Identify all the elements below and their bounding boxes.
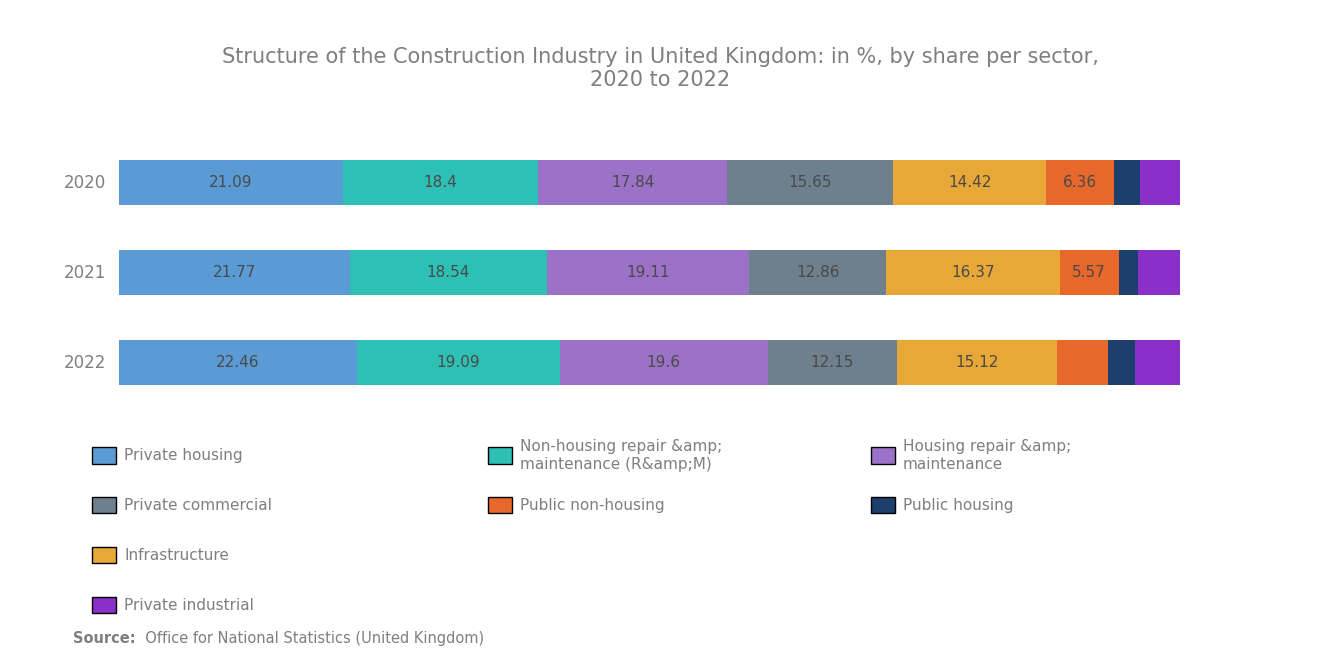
Text: 18.54: 18.54 — [426, 265, 470, 280]
Text: Private industrial: Private industrial — [124, 598, 253, 612]
Text: 2021: 2021 — [63, 263, 106, 282]
Bar — [1057, 340, 1107, 385]
Text: 2020: 2020 — [63, 174, 106, 192]
Bar — [1118, 250, 1138, 295]
Text: 12.15: 12.15 — [810, 355, 854, 370]
Text: Office for National Statistics (United Kingdom): Office for National Statistics (United K… — [136, 631, 484, 646]
Text: Structure of the Construction Industry in United Kingdom: in %, by share per sec: Structure of the Construction Industry i… — [222, 47, 1098, 90]
Text: Source:: Source: — [73, 631, 135, 646]
Text: Housing repair &amp;
maintenance: Housing repair &amp; maintenance — [903, 440, 1071, 471]
Bar — [119, 250, 350, 295]
Text: 19.6: 19.6 — [647, 355, 681, 370]
Text: 12.86: 12.86 — [796, 265, 840, 280]
Bar — [727, 160, 894, 205]
Bar — [1140, 160, 1180, 205]
Bar — [1114, 160, 1140, 205]
Text: 17.84: 17.84 — [611, 175, 655, 190]
Text: 21.09: 21.09 — [209, 175, 252, 190]
Bar — [1135, 340, 1180, 385]
Text: Non-housing repair &amp;
maintenance (R&amp;M): Non-housing repair &amp; maintenance (R&… — [520, 440, 722, 471]
Text: 18.4: 18.4 — [424, 175, 457, 190]
Text: 6.36: 6.36 — [1063, 175, 1097, 190]
Bar — [1138, 250, 1180, 295]
Text: 14.42: 14.42 — [948, 175, 991, 190]
Text: Private housing: Private housing — [124, 448, 243, 463]
Text: 19.09: 19.09 — [437, 355, 480, 370]
Text: 5.57: 5.57 — [1072, 265, 1106, 280]
Text: Private commercial: Private commercial — [124, 498, 272, 513]
Bar — [560, 340, 768, 385]
Text: 22.46: 22.46 — [216, 355, 260, 370]
Bar — [358, 340, 560, 385]
Bar — [546, 250, 750, 295]
Text: Infrastructure: Infrastructure — [124, 548, 228, 563]
Text: 15.65: 15.65 — [788, 175, 832, 190]
Bar — [894, 160, 1047, 205]
Text: 2022: 2022 — [63, 354, 106, 372]
Text: Public non-housing: Public non-housing — [520, 498, 665, 513]
Bar — [1047, 160, 1114, 205]
Bar — [350, 250, 546, 295]
Bar — [119, 160, 343, 205]
Bar — [537, 160, 727, 205]
Text: 15.12: 15.12 — [956, 355, 998, 370]
Text: 21.77: 21.77 — [213, 265, 256, 280]
Bar — [750, 250, 886, 295]
Text: Public housing: Public housing — [903, 498, 1014, 513]
Bar — [1107, 340, 1135, 385]
Bar — [119, 340, 358, 385]
Bar — [886, 250, 1060, 295]
Bar — [343, 160, 537, 205]
Text: 16.37: 16.37 — [950, 265, 994, 280]
Bar — [896, 340, 1057, 385]
Bar — [1060, 250, 1118, 295]
Text: 19.11: 19.11 — [626, 265, 669, 280]
Bar — [768, 340, 896, 385]
